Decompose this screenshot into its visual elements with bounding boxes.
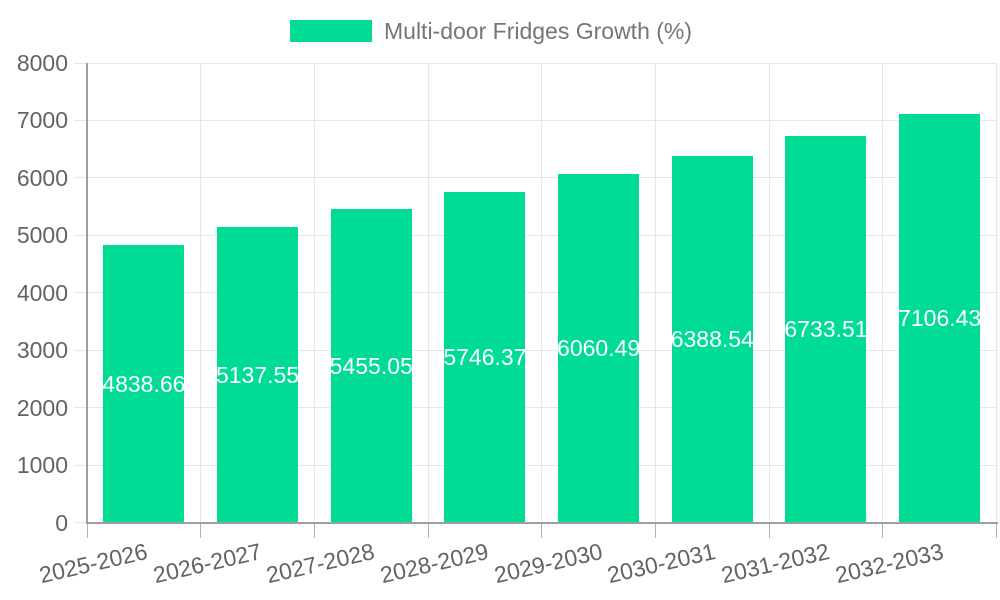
bar-2028-2029[interactable] [444, 192, 526, 523]
y-tick-label: 5000 [16, 222, 68, 249]
y-tick [74, 407, 87, 409]
x-axis-line [86, 521, 998, 524]
x-tick [200, 522, 202, 538]
bar-2027-2028[interactable] [330, 209, 412, 523]
y-tick [74, 119, 87, 121]
x-tick [654, 522, 656, 538]
v-gridline [313, 63, 315, 523]
x-tick [86, 522, 88, 538]
bar-2025-2026[interactable] [103, 244, 185, 523]
legend-label: Multi-door Fridges Growth (%) [384, 18, 693, 44]
bar-2031-2032[interactable] [785, 135, 867, 523]
bar-value-label: 4838.66 [102, 370, 186, 397]
v-gridline [996, 63, 997, 523]
y-tick [74, 349, 87, 351]
bar-value-label: 7106.43 [898, 305, 982, 332]
x-tick [882, 522, 884, 538]
v-gridline [427, 63, 429, 523]
bar-value-label: 6388.54 [670, 326, 754, 353]
y-tick [74, 62, 87, 64]
x-tick [541, 522, 543, 538]
bar-value-label: 5455.05 [329, 352, 413, 379]
x-tick-label: 2027-2028 [264, 538, 378, 589]
x-tick-label: 2029-2030 [491, 538, 605, 589]
bar-value-label: 6060.49 [557, 335, 641, 362]
y-tick-label: 6000 [16, 164, 68, 191]
y-tick-label: 8000 [16, 50, 68, 76]
bar-value-label: 6733.51 [784, 316, 868, 343]
v-gridline [768, 63, 770, 523]
x-tick-label: 2031-2032 [718, 538, 832, 589]
x-tick-label: 2030-2031 [605, 538, 719, 589]
bar-value-label: 5746.37 [443, 344, 527, 371]
y-tick-label: 1000 [16, 452, 68, 479]
y-axis-line [86, 63, 88, 524]
x-tick-label: 2032-2033 [832, 538, 946, 589]
x-tick [427, 522, 429, 538]
v-gridline [882, 63, 884, 523]
legend-item[interactable]: Multi-door Fridges Growth (%) [290, 19, 692, 43]
y-tick-label: 4000 [16, 279, 68, 306]
x-tick [996, 522, 997, 538]
bar-2032-2033[interactable] [899, 114, 981, 523]
y-tick-label: 2000 [16, 394, 68, 421]
y-tick-label: 3000 [16, 337, 68, 364]
v-gridline [654, 63, 656, 523]
y-tick [74, 464, 87, 466]
bar-value-label: 5137.55 [215, 361, 300, 388]
bar-2030-2031[interactable] [671, 155, 753, 523]
x-tick [768, 522, 770, 538]
v-gridline [200, 63, 202, 523]
v-gridline [541, 63, 543, 523]
bar-2026-2027[interactable] [217, 227, 299, 523]
x-tick-label: 2028-2029 [377, 538, 491, 589]
y-tick [74, 177, 87, 179]
y-tick [74, 292, 87, 294]
x-tick-label: 2025-2026 [36, 538, 150, 589]
y-tick [74, 522, 87, 523]
y-tick-label: 0 [55, 509, 68, 536]
x-tick-label: 2026-2027 [150, 538, 264, 589]
y-tick-label: 7000 [16, 107, 68, 134]
x-tick [313, 522, 315, 538]
legend-swatch-icon [290, 20, 372, 42]
bar-2029-2030[interactable] [558, 174, 640, 523]
y-tick [74, 234, 87, 236]
